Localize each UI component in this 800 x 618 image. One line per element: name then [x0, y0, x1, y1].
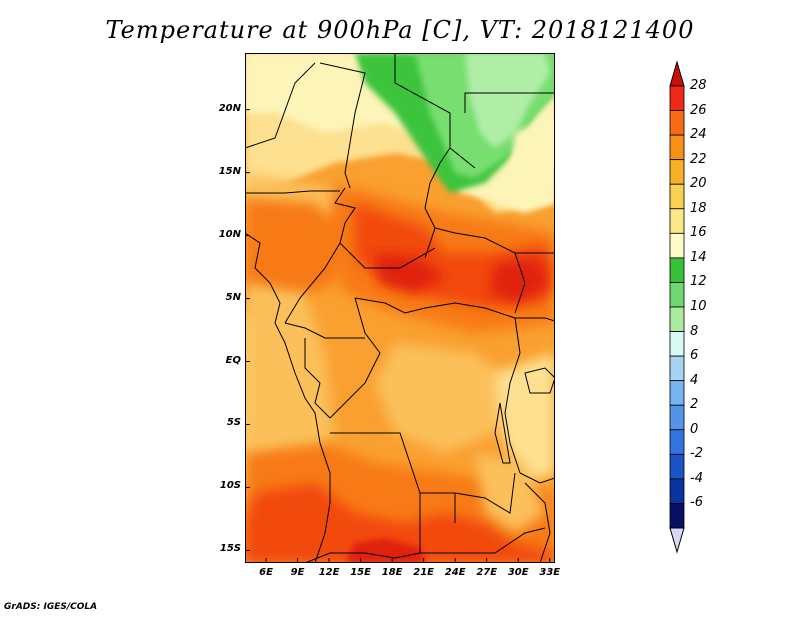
- colorbar-swatch: [669, 331, 685, 357]
- field-south-28: [345, 538, 425, 563]
- colorbar-swatch: [669, 159, 685, 185]
- colorbar-swatch: [669, 134, 685, 161]
- colorbar-swatch: [669, 208, 685, 234]
- border-angola-namibia: [304, 552, 421, 563]
- lon-tick-label: 12E: [318, 567, 340, 578]
- colorbar-label: 28: [690, 78, 707, 93]
- colorbar-swatch: [669, 110, 685, 136]
- border-libya-sudan: [394, 53, 476, 169]
- border-malawi: [524, 482, 551, 563]
- lon-tick-label: 9E: [290, 567, 305, 578]
- colorbar-label: 18: [690, 200, 707, 216]
- field-east-28: [490, 258, 550, 303]
- border-car-drc: [354, 297, 516, 319]
- colorbar-label: -6: [690, 495, 703, 511]
- border-sudan-ssudan: [434, 227, 555, 254]
- lon-tick-label: 27E: [476, 567, 498, 578]
- border-uganda-kenya: [515, 317, 555, 322]
- lat-tick-label: EQ: [225, 354, 241, 366]
- colorbar-label: 12: [690, 274, 707, 290]
- border-zambia-drc: [454, 472, 516, 514]
- colorbar-label: 20: [690, 176, 707, 192]
- chart-title: Temperature at 900hPa [C], VT: 201812140…: [105, 16, 695, 44]
- border-ssudan-east: [514, 252, 526, 314]
- colorbar-label: -2: [690, 446, 703, 462]
- border-nigeria-cameroon: [284, 187, 356, 324]
- colorbar-label: 8: [690, 323, 699, 339]
- border-tanzania: [519, 472, 555, 484]
- colorbar-swatch: [669, 282, 685, 308]
- temperature-map: [245, 53, 555, 563]
- colorbar-swatch: [669, 429, 685, 455]
- colorbar-label: 22: [690, 151, 707, 167]
- border-lake-tanganyika: [494, 402, 511, 464]
- colorbar-swatch: [669, 453, 685, 480]
- lat-ticks: [245, 109, 250, 551]
- colorbar-swatch: [669, 257, 685, 283]
- border-cameroon-gabon: [284, 322, 365, 339]
- field-south-east-cool: [475, 453, 545, 533]
- colorbar-overflow-triangle: [669, 60, 685, 87]
- lon-tick-label: 18E: [381, 567, 403, 578]
- colorbar-label: 6: [690, 348, 699, 364]
- colorbar-swatch: [669, 503, 685, 529]
- colorbar-swatch: [669, 85, 685, 111]
- border-west-africa: [245, 190, 340, 194]
- lon-tick-label: 30E: [507, 567, 529, 578]
- field-sudan-10: [465, 53, 550, 148]
- country-borders: [245, 53, 555, 563]
- field-south-26: [245, 483, 555, 563]
- lat-tick-label: 5S: [226, 417, 241, 429]
- field-basin-22: [375, 343, 515, 453]
- colorbar-swatch: [669, 380, 685, 406]
- colorbar-label: 14: [690, 249, 707, 265]
- lon-tick-label: 21E: [413, 567, 435, 578]
- lon-tick-label: 24E: [444, 567, 466, 578]
- lat-tick-label: 5N: [225, 291, 241, 303]
- colorbar-swatch: [669, 306, 685, 332]
- border-chad-car: [339, 242, 436, 269]
- colorbar-label: 10: [690, 299, 707, 314]
- lon-tick-label: 6E: [259, 567, 273, 578]
- colorbar-label: 4: [690, 372, 699, 388]
- border-congo-drc: [329, 297, 381, 419]
- colorbar-underflow-triangle: [669, 527, 685, 554]
- colorbar-swatch: [669, 355, 685, 382]
- colorbar-graphic: [669, 60, 685, 554]
- border-zambia-south: [455, 527, 546, 554]
- border-coastline: [245, 232, 331, 563]
- colorbar-label: 24: [690, 127, 707, 143]
- lon-tick-label: 33E: [539, 567, 561, 578]
- colorbar-label: -4: [690, 470, 703, 486]
- border-niger-chad: [319, 62, 366, 189]
- map-panel: [245, 53, 555, 563]
- field-west-24: [245, 198, 355, 303]
- lat-tick-label: 15N: [218, 165, 241, 177]
- map-frame: [245, 53, 555, 563]
- border-drc-east: [504, 317, 521, 474]
- colorbar-swatch: [669, 478, 685, 504]
- lat-tick-label: 10N: [218, 228, 241, 240]
- colorbar: 28 26 24 22 20 18 16 14 12 10 8 6 4 2 0 -2 -4 -6: [662, 58, 732, 558]
- colorbar-swatch: [669, 183, 685, 210]
- field-central-28: [375, 253, 445, 293]
- colorbar-swatch: [669, 232, 685, 259]
- lat-tick-label: 10S: [219, 480, 241, 492]
- lon-tick-label: 15E: [350, 567, 371, 578]
- colorbar-label: 2: [690, 397, 699, 413]
- lon-ticks: [265, 558, 551, 563]
- border-chad-sudan: [424, 147, 451, 259]
- lat-tick-label: 15S: [219, 543, 241, 555]
- colorbar-label: 26: [690, 102, 707, 118]
- field-sudan-edge: [495, 113, 555, 213]
- lat-tick-label: 20N: [218, 102, 241, 114]
- colorbar-swatch: [669, 404, 685, 431]
- border-gabon-congo: [304, 338, 331, 419]
- colorbar-label: 0: [690, 421, 699, 437]
- border-west-coast: [245, 62, 316, 149]
- border-lake-victoria: [524, 367, 555, 394]
- colorbar-label: 16: [690, 225, 707, 241]
- grads-credit: GrADS: IGES/COLA: [4, 602, 98, 612]
- border-egypt-sudan: [464, 92, 555, 113]
